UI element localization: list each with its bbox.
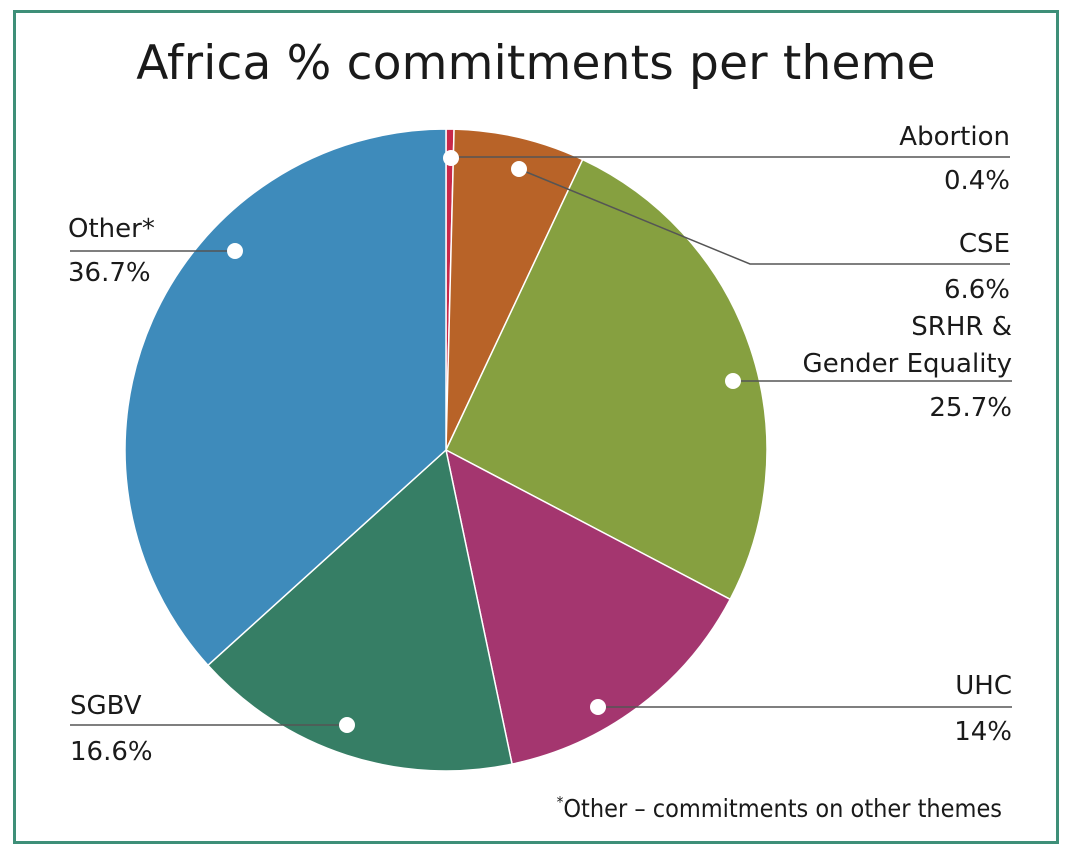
pie-slice-2 [445, 158, 768, 601]
slice-label-0: Abortion [899, 122, 1010, 152]
slice-value-5: 36.7% [68, 258, 151, 288]
footnote-text: Other – commitments on other themes [563, 794, 1002, 823]
slice-value-2: 25.7% [929, 393, 1012, 423]
slice-value-1: 6.6% [944, 275, 1010, 305]
slice-label-5: Other* [68, 214, 155, 244]
slice-value-4: 16.6% [70, 737, 153, 767]
slice-label-2: SRHR & [911, 312, 1012, 342]
chart-frame [13, 10, 1059, 844]
footnote: *Other – commitments on other themes [557, 793, 1002, 823]
leader-dot-3 [590, 699, 606, 715]
slice-value-0: 0.4% [944, 166, 1010, 196]
leader-dot-4 [339, 717, 355, 733]
chart-title: Africa % commitments per theme [136, 36, 936, 91]
slice-label-line2-2: Gender Equality [803, 349, 1012, 379]
pie-slice-1 [445, 128, 584, 451]
pie-slice-5 [124, 128, 447, 667]
footnote-mark: * [556, 793, 564, 811]
leader-line-1 [518, 168, 1010, 265]
leader-dot-2 [725, 373, 741, 389]
pie-slice-3 [444, 448, 732, 766]
leader-dot-0 [443, 150, 459, 166]
slice-label-1: CSE [959, 229, 1010, 259]
pie-slice-4 [206, 448, 513, 772]
leader-dot-5 [227, 243, 243, 259]
slice-label-4: SGBV [70, 691, 142, 721]
slice-value-3: 14% [954, 717, 1012, 747]
leader-dot-1 [511, 161, 527, 177]
slice-label-3: UHC [955, 671, 1012, 701]
